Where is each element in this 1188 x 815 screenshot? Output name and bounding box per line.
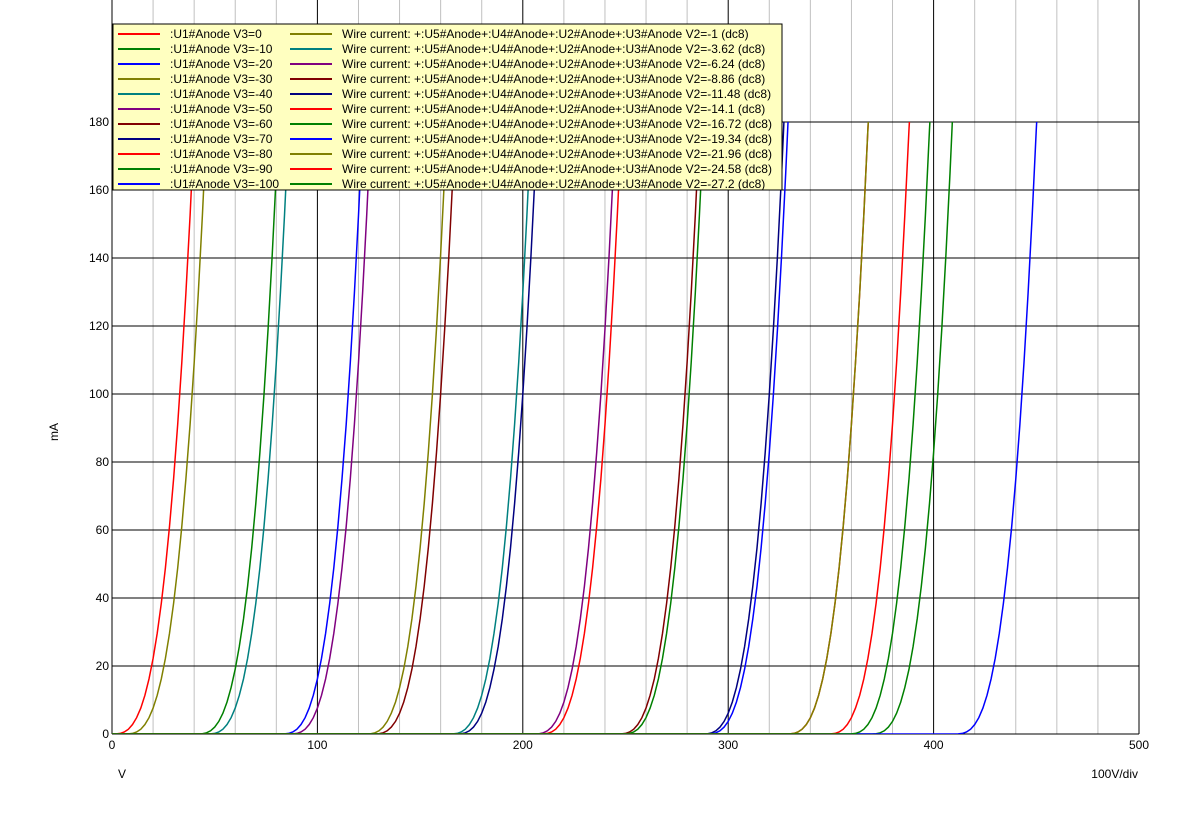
x-tick-label: 0 — [109, 738, 116, 752]
legend-label: :U1#Anode V3=-10 — [170, 42, 273, 56]
legend-label: Wire current: +:U5#Anode+:U4#Anode+:U2#A… — [342, 147, 772, 161]
tick-labels: 0 100 200 300 400 500 0 20 40 60 80 100 120 140 160 180 — [89, 115, 1149, 752]
x-tick-label: 200 — [513, 738, 533, 752]
legend-label: :U1#Anode V3=-30 — [170, 72, 273, 86]
legend-label: :U1#Anode V3=-90 — [170, 162, 273, 176]
legend-label: :U1#Anode V3=-50 — [170, 102, 273, 116]
x-tick-label: 400 — [924, 738, 944, 752]
y-tick-label: 80 — [96, 455, 110, 469]
series-line-14 — [112, 122, 372, 734]
legend-label: :U1#Anode V3=0 — [170, 27, 262, 41]
legend-label: Wire current: +:U5#Anode+:U4#Anode+:U2#A… — [342, 57, 765, 71]
legend-label: :U1#Anode V3=-70 — [170, 132, 273, 146]
legend-label: Wire current: +:U5#Anode+:U4#Anode+:U2#A… — [342, 102, 765, 116]
series-line-13 — [112, 122, 290, 734]
legend: :U1#Anode V3=0:U1#Anode V3=-10:U1#Anode … — [112, 23, 783, 191]
series-line-4 — [112, 122, 448, 734]
x-tick-label: 100 — [307, 738, 327, 752]
y-axis-label: mA — [47, 423, 61, 441]
series-line-3 — [112, 122, 364, 734]
legend-label: Wire current: +:U5#Anode+:U4#Anode+:U2#A… — [342, 177, 765, 191]
legend-label: :U1#Anode V3=-40 — [170, 87, 273, 101]
legend-label: Wire current: +:U5#Anode+:U4#Anode+:U2#A… — [342, 117, 772, 131]
y-tick-label: 0 — [102, 727, 109, 741]
series-line-5 — [112, 122, 533, 734]
legend-label: Wire current: +:U5#Anode+:U4#Anode+:U2#A… — [342, 42, 765, 56]
y-tick-label: 180 — [89, 115, 109, 129]
legend-label: Wire current: +:U5#Anode+:U4#Anode+:U2#A… — [342, 72, 765, 86]
y-tick-label: 60 — [96, 523, 110, 537]
y-tick-label: 40 — [96, 591, 110, 605]
legend-box — [112, 23, 783, 191]
legend-label: :U1#Anode V3=-100 — [170, 177, 279, 191]
legend-label: Wire current: +:U5#Anode+:U4#Anode+:U2#A… — [342, 162, 772, 176]
x-tick-label: 500 — [1129, 738, 1149, 752]
y-tick-label: 20 — [96, 659, 110, 673]
legend-label: Wire current: +:U5#Anode+:U4#Anode+:U2#A… — [342, 87, 771, 101]
legend-label: :U1#Anode V3=-20 — [170, 57, 273, 71]
x-axis-label: V — [118, 767, 126, 781]
y-tick-label: 120 — [89, 319, 109, 333]
scale-label: 100V/div — [1091, 767, 1138, 781]
legend-label: :U1#Anode V3=-60 — [170, 117, 273, 131]
series-line-1 — [112, 122, 196, 734]
y-tick-label: 140 — [89, 251, 109, 265]
legend-label: Wire current: +:U5#Anode+:U4#Anode+:U2#A… — [342, 27, 749, 41]
y-tick-label: 160 — [89, 183, 109, 197]
series-line-15 — [112, 122, 457, 734]
legend-label: Wire current: +:U5#Anode+:U4#Anode+:U2#A… — [342, 132, 772, 146]
series-line-16 — [112, 122, 539, 734]
series-line-2 — [112, 122, 280, 734]
x-tick-label: 300 — [718, 738, 738, 752]
curves — [112, 122, 1038, 734]
y-tick-label: 100 — [89, 387, 109, 401]
legend-label: :U1#Anode V3=-80 — [170, 147, 273, 161]
